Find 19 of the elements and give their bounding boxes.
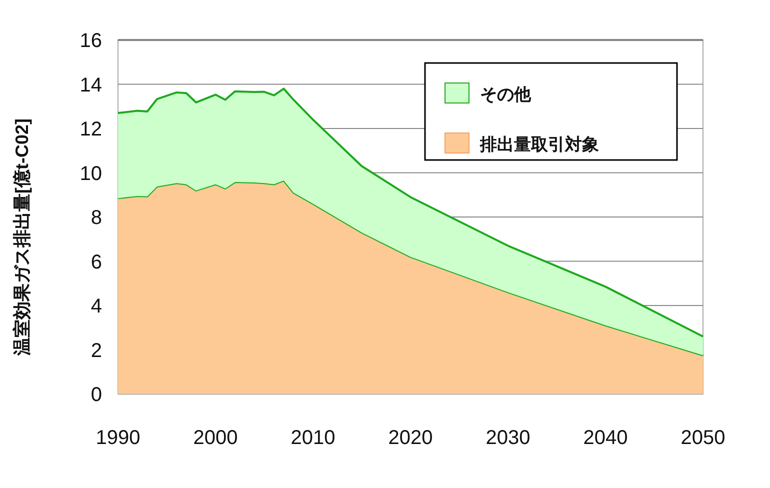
x-tick-label: 2050 [680,427,726,449]
y-tick-label: 16 [80,30,102,52]
y-tick-label: 8 [90,207,102,229]
x-tick-label: 2020 [388,427,433,449]
y-tick-label: 12 [80,118,102,140]
y-tick-label: 2 [90,340,102,362]
x-tick-label: 1990 [96,427,140,449]
x-tick-label: 2000 [193,427,238,449]
legend-label: その他 [480,85,532,104]
y-tick-label: 6 [90,251,102,274]
legend-label: 排出量取引対象 [479,135,599,154]
x-tick-label: 2040 [583,427,628,449]
y-tick-label: 0 [90,384,102,406]
y-tick-label: 10 [80,162,102,185]
x-tick-label: 2010 [290,427,336,449]
y-tick-label: 14 [80,74,102,96]
x-tick-label: 2030 [486,427,530,449]
y-tick-label: 4 [90,296,102,318]
y-axis-title: 温室効果ガス排出量[億t-C02] [12,118,32,356]
